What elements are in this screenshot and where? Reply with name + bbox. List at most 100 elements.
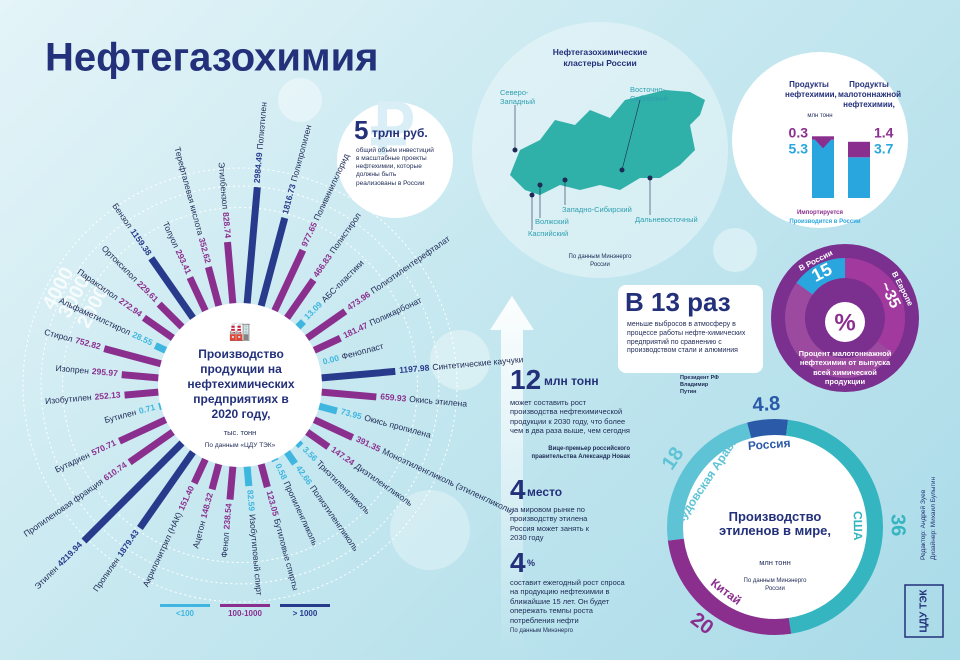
bar-value: 0.00 bbox=[322, 353, 341, 367]
bar-label: Изопрен 295.97 bbox=[55, 363, 118, 378]
bar-value: 73.95 bbox=[340, 406, 363, 421]
bar-name: Полиэтилен bbox=[255, 101, 269, 150]
bar-label: 2984.49 Полиэтилен bbox=[252, 101, 269, 183]
bar-label: Толуол293.41 bbox=[160, 220, 193, 276]
fact-number: 4 bbox=[510, 474, 526, 505]
bar-name: Изобутилен bbox=[45, 392, 93, 406]
ethylene-source: По данным Минэнерго России bbox=[743, 578, 807, 592]
bar-name: Ортоксилол bbox=[100, 243, 140, 283]
emissions-text: меньше выбросов в атмосферу в процессе р… bbox=[627, 321, 746, 355]
investment-unit: трлн руб. bbox=[372, 126, 428, 140]
products-header: Продукты малотоннажной нефтехимии, bbox=[838, 80, 902, 109]
bar-name: Этилен bbox=[33, 563, 61, 591]
bar-value: 391.35 bbox=[354, 434, 382, 454]
bar-name: Фенопласт bbox=[340, 341, 384, 362]
bar bbox=[124, 388, 159, 399]
investment-number: 5 bbox=[354, 115, 369, 145]
fact-unit: % bbox=[527, 558, 536, 568]
share-center bbox=[825, 302, 865, 342]
bar-label: Стирол752.82 bbox=[43, 327, 102, 352]
bar-value: 42.66 bbox=[294, 464, 315, 487]
bar-value: 82.59 bbox=[245, 489, 257, 511]
bar-value: 295.97 bbox=[91, 366, 118, 378]
bar-name: Толуол bbox=[160, 220, 181, 249]
bar-label: Фенол 238.54 bbox=[219, 503, 234, 558]
emissions-headline: В 13 раз bbox=[625, 287, 731, 317]
ethylene-arc bbox=[667, 538, 792, 635]
bar bbox=[208, 463, 223, 491]
bar bbox=[321, 367, 396, 382]
bar-name: Пропилен bbox=[91, 555, 122, 593]
legend-label: <100 bbox=[176, 609, 195, 618]
bar bbox=[271, 457, 279, 463]
bar-value: 3.56 bbox=[301, 445, 320, 464]
bar-label: Бензол1159.38 bbox=[110, 201, 154, 257]
legend-entry: Производится в России bbox=[789, 219, 861, 225]
logo: ЦДУ ТЭК bbox=[919, 589, 930, 633]
ethylene-name: Россия bbox=[747, 436, 790, 453]
bar-value: 828.74 bbox=[221, 212, 233, 239]
value-label: 1.4 bbox=[874, 125, 894, 141]
bar-value: 352.62 bbox=[197, 237, 213, 265]
bar-value: 0.71 bbox=[138, 402, 157, 416]
bar bbox=[205, 266, 223, 307]
credit: Редактор: Андрей Зуев bbox=[919, 489, 927, 560]
bar bbox=[121, 371, 159, 382]
value-label: 0.3 bbox=[789, 125, 809, 141]
bar-name: Бутилен bbox=[103, 407, 137, 425]
bar-label: 1816.73Полипропилен bbox=[280, 124, 314, 216]
scale-ring bbox=[62, 207, 418, 563]
bar-value: 151.40 bbox=[176, 484, 196, 512]
bar-label: Акрилонитрил (НАК)151.40 bbox=[141, 484, 197, 588]
bar bbox=[295, 319, 306, 330]
bar-name: Этилбензол bbox=[216, 162, 230, 210]
bar-name: Изобутиловый спирт bbox=[247, 514, 264, 596]
fact-text: составит ежегодный рост спроса на продук… bbox=[510, 578, 625, 625]
fact-text: может составить рост производства нефтех… bbox=[510, 398, 630, 436]
ethylene-value: 36 bbox=[887, 514, 909, 537]
bar-value: 238.54 bbox=[222, 503, 234, 530]
cluster-label: Западно-Сибирский bbox=[562, 205, 632, 214]
bar bbox=[257, 463, 271, 488]
fact-unit: место bbox=[527, 485, 563, 499]
fact-author: Вице-премьер российского правительства А… bbox=[531, 446, 630, 460]
bubble bbox=[278, 78, 322, 122]
cluster-dot bbox=[529, 192, 535, 198]
share-unit: % bbox=[834, 309, 855, 336]
bar-value: 181.47 bbox=[342, 320, 370, 340]
cluster-label: Восточно-Сибирский bbox=[630, 85, 668, 104]
cluster-dot bbox=[647, 175, 653, 181]
growth-arrow bbox=[490, 296, 534, 660]
bar-value: 229.61 bbox=[135, 279, 161, 305]
bar bbox=[224, 241, 237, 304]
bar-label: 13.09АБС-пластики bbox=[302, 258, 366, 322]
ethylene-center bbox=[683, 435, 867, 619]
bar bbox=[186, 276, 209, 313]
main-title: Нефтегазохимия bbox=[45, 36, 379, 80]
bar bbox=[284, 450, 298, 466]
ethylene-arc bbox=[747, 419, 789, 439]
bar-value: 610.74 bbox=[102, 460, 129, 483]
bar-value: 1197.98 bbox=[399, 363, 430, 376]
bar bbox=[158, 402, 162, 411]
bar-name: Ацетон bbox=[191, 519, 208, 549]
cluster-dot bbox=[562, 177, 568, 183]
bar bbox=[284, 278, 317, 320]
bar bbox=[812, 139, 834, 198]
bar-value: 977.65 bbox=[299, 220, 319, 248]
bar bbox=[321, 388, 377, 401]
bar-name: Терефталевая кислота bbox=[172, 146, 205, 237]
bar bbox=[153, 342, 168, 354]
bar bbox=[305, 308, 348, 341]
emissions-author: Президент РФ Владимир Путин bbox=[680, 375, 719, 395]
credit: Дизайнер: Михаил Булыгин bbox=[929, 477, 937, 560]
bar-value: 752.82 bbox=[74, 335, 102, 351]
factory-icon: 🏭 bbox=[229, 321, 251, 341]
import-arrow bbox=[848, 141, 870, 154]
ethylene-arc bbox=[786, 419, 883, 634]
ethylene-value: 4.8 bbox=[752, 393, 781, 417]
fact-text: на мировом рынке по производству этилена… bbox=[510, 505, 589, 543]
ethylene-arc bbox=[667, 422, 752, 541]
bar-value: 2984.49 bbox=[252, 152, 265, 184]
